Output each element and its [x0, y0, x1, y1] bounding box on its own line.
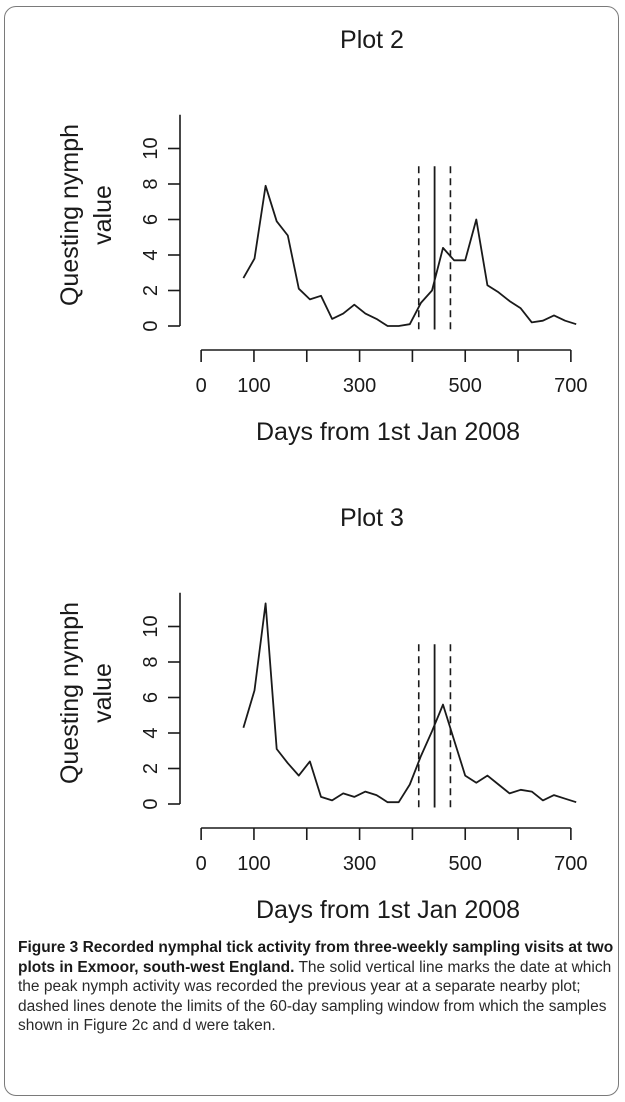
caption-text: The solid vertical line marks the date a…	[18, 958, 612, 1035]
chart1-x-tick-label: 500	[449, 375, 482, 397]
chart1-y-tick-label: 4	[140, 249, 162, 260]
chart1-x-tick-label: 100	[237, 375, 270, 397]
chart2-y-tick-label: 8	[140, 656, 162, 667]
chart1-title: Plot 2	[340, 26, 404, 54]
chart1-y-tick-label: 2	[140, 285, 162, 296]
chart1-y-tick-label: 0	[140, 320, 162, 331]
chart2-series-line	[242, 602, 577, 804]
chart2-y-axis-title-line1: Questing nymph	[56, 602, 84, 784]
chart1-y-tick-label: 6	[140, 214, 162, 225]
chart2-x-tick-label: 700	[554, 853, 587, 875]
chart2-title: Plot 3	[340, 504, 404, 532]
chart2-y-tick-label: 10	[140, 615, 162, 637]
chart2-y-tick-label: 2	[140, 763, 162, 774]
figure-frame	[4, 6, 619, 1096]
chart2-x-tick-label: 500	[449, 853, 482, 875]
chart1-y-tick-label: 8	[140, 178, 162, 189]
chart1-y-axis-title-line1: Questing nymph	[56, 124, 84, 306]
chart2-y-tick-label: 6	[140, 692, 162, 703]
chart2-y-tick-label: 0	[140, 798, 162, 809]
figure-caption: Figure 3 Recorded nymphal tick activity …	[18, 938, 614, 1036]
chart2-x-tick-label: 100	[237, 853, 270, 875]
chart1-y-tick-label: 10	[140, 137, 162, 159]
chart2-y-tick-label: 4	[140, 727, 162, 738]
chart1-x-tick-label: 300	[343, 375, 376, 397]
chart2-x-axis-title: Days from 1st Jan 2008	[256, 896, 520, 924]
chart1-x-tick-label: 700	[554, 375, 587, 397]
chart2-x-tick-label: 300	[343, 853, 376, 875]
chart1-x-tick-label: 0	[196, 375, 207, 397]
chart2-x-tick-label: 0	[196, 853, 207, 875]
chart2-y-axis-title-line2: value	[89, 663, 117, 723]
chart1-x-axis-title: Days from 1st Jan 2008	[256, 418, 520, 446]
chart1-y-axis-title-line2: value	[89, 185, 117, 245]
chart1-series-line	[242, 184, 577, 327]
caption-title: Figure 3 Recorded nymphal tick activity …	[18, 939, 614, 976]
